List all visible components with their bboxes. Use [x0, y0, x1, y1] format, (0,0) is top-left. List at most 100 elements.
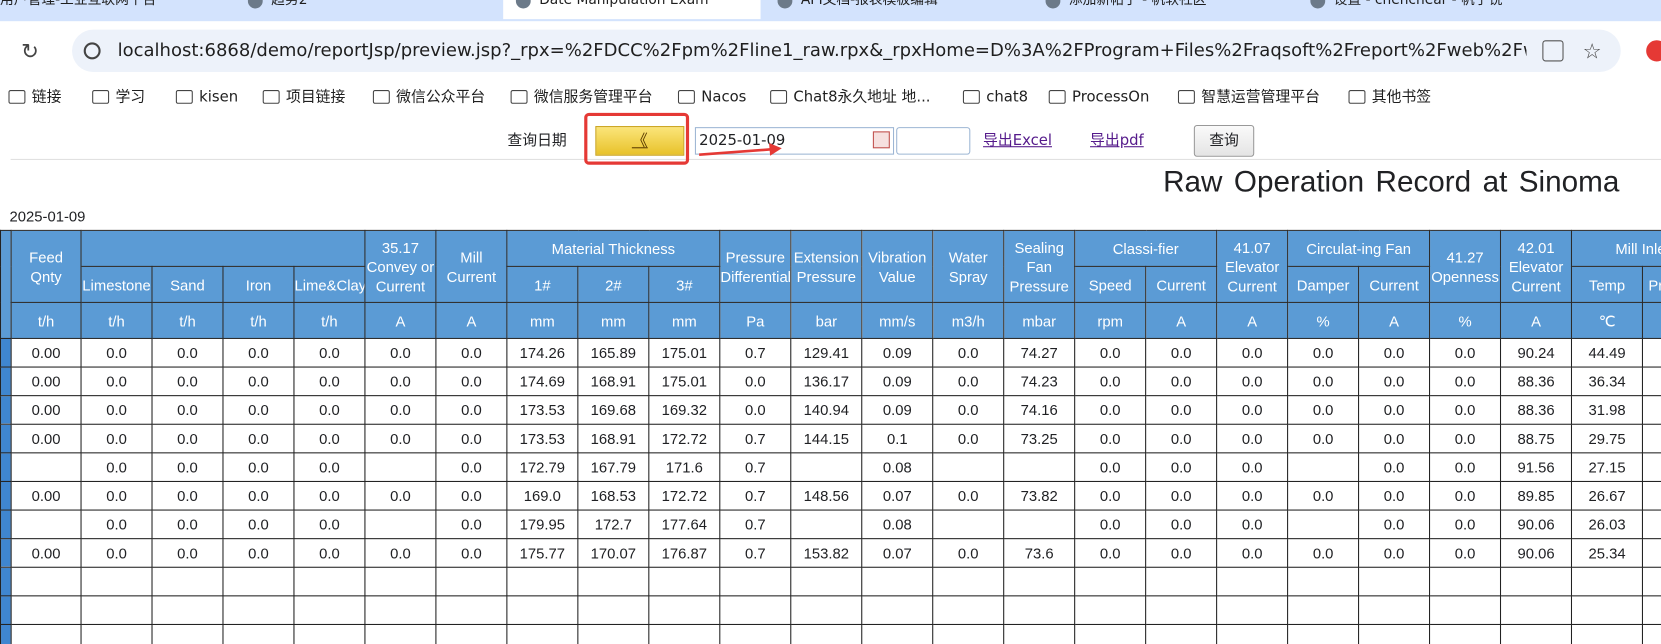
data-cell: 172.79	[506, 452, 579, 482]
empty-cell	[364, 623, 437, 644]
data-cell: 179.95	[506, 509, 579, 540]
bookmark[interactable]: 微信服务管理平台	[510, 87, 653, 108]
unit-cell: rpm	[1074, 301, 1147, 339]
data-cell: 0.0	[1287, 538, 1360, 568]
data-cell: 0.0	[222, 452, 295, 482]
empty-cell	[648, 595, 721, 625]
data-cell: 0.08	[861, 509, 934, 540]
bookmark[interactable]: kisen	[175, 87, 238, 108]
unit-cell: A	[1216, 301, 1289, 339]
data-cell: 0.0	[151, 480, 224, 511]
bookmark[interactable]: 其他书签	[1348, 87, 1431, 108]
data-cell: 0.0	[293, 337, 366, 368]
empty-cell	[1145, 623, 1218, 644]
empty-cell	[1571, 623, 1644, 644]
data-cell: 172.72	[648, 423, 721, 454]
unit-cell: ℃	[1571, 301, 1644, 339]
profile-icon[interactable]	[1646, 40, 1661, 62]
header-cell: 1#	[506, 265, 579, 303]
browser-tab[interactable]: 添加新帖子 - 帆软社区	[1033, 0, 1295, 19]
empty-cell	[1500, 595, 1573, 625]
bookmark[interactable]: 学习	[92, 87, 145, 108]
export-pdf-link[interactable]: 导出pdf	[1090, 132, 1144, 150]
empty-cell	[80, 595, 153, 625]
header-cell: Current	[1145, 265, 1218, 303]
empty-cell	[506, 623, 579, 644]
data-cell: 90.24	[1500, 337, 1573, 368]
bookmark[interactable]: ProcessOn	[1048, 87, 1149, 108]
export-excel-link[interactable]: 导出Excel	[983, 132, 1052, 150]
header-cell: 41.07 Elevator Current	[1216, 229, 1289, 303]
data-cell: 173.53	[506, 395, 579, 425]
data-cell: 0.09	[861, 395, 934, 425]
data-cell: 0.0	[932, 395, 1005, 425]
bookmark[interactable]: chat8	[962, 87, 1028, 108]
empty-cell	[222, 566, 295, 597]
data-cell: 0.0	[1287, 366, 1360, 397]
data-cell: 0.0	[222, 337, 295, 368]
browser-tab[interactable]: Date Manipulation Exam	[503, 0, 761, 20]
browser-tab[interactable]: 用户管理-工业互联网平台	[0, 0, 195, 19]
translate-icon[interactable]	[1542, 40, 1564, 62]
url-text[interactable]: localhost:6868/demo/reportJsp/preview.js…	[117, 40, 1527, 62]
data-cell: 0.0	[932, 337, 1005, 368]
empty-input[interactable]	[896, 127, 971, 155]
data-cell: 0.7	[719, 538, 792, 568]
bookmark[interactable]: 微信公众平台	[372, 87, 485, 108]
unit-cell: %	[1429, 301, 1502, 339]
bookmark[interactable]: 项目链接	[262, 87, 345, 108]
calendar-icon[interactable]	[872, 131, 890, 149]
data-cell: 0.0	[293, 423, 366, 454]
address-bar[interactable]	[72, 29, 1621, 73]
prev-day-button[interactable]: 《	[595, 126, 685, 156]
empty-cell	[790, 595, 863, 625]
data-cell: 0.0	[1358, 509, 1431, 540]
data-cell: 0.0	[1358, 538, 1431, 568]
date-input[interactable]: 2025-01-09	[694, 127, 895, 155]
data-cell	[10, 452, 82, 482]
empty-cell	[1358, 566, 1431, 597]
data-cell: 0.07	[861, 538, 934, 568]
empty-cell	[861, 623, 934, 644]
bookmark[interactable]: 智慧运营管理平台	[1177, 87, 1320, 108]
unit-cell: %	[1287, 301, 1360, 339]
empty-cell	[1358, 623, 1431, 644]
empty-cell	[1145, 566, 1218, 597]
empty-cell	[1429, 566, 1502, 597]
data-cell: 29.75	[1571, 423, 1644, 454]
data-cell: 0.0	[1074, 509, 1147, 540]
bookmark-star[interactable]: ☆	[1582, 38, 1602, 64]
data-cell: 0.7	[719, 509, 792, 540]
data-cell: 169.0	[506, 480, 579, 511]
site-info-icon[interactable]	[83, 42, 101, 60]
browser-tab[interactable]: 趋势2	[235, 0, 500, 19]
browser-tab[interactable]: 设置 - chenchear - 帆子锐	[1298, 0, 1563, 19]
header-cell: Water Spray	[932, 229, 1005, 303]
query-button[interactable]: 查询	[1193, 124, 1255, 157]
empty-cell	[1074, 566, 1147, 597]
empty-cell	[577, 623, 650, 644]
bookmark[interactable]: 链接	[8, 87, 61, 108]
data-cell: 0.0	[435, 509, 508, 540]
header-cell: Classi-fier	[1074, 229, 1218, 267]
data-cell: 174.26	[506, 337, 579, 368]
data-cell: 175.77	[506, 538, 579, 568]
empty-cell	[719, 595, 792, 625]
unit-cell: A	[1145, 301, 1218, 339]
data-cell: 0.0	[1429, 480, 1502, 511]
data-cell: 175.01	[648, 337, 721, 368]
empty-cell	[1500, 623, 1573, 644]
data-cell	[10, 509, 82, 540]
empty-cell	[293, 623, 366, 644]
reload-button[interactable]: ↻	[21, 38, 39, 64]
empty-cell	[364, 595, 437, 625]
browser-tab[interactable]: API文档-报表模板编辑	[765, 0, 1030, 19]
row-strip	[0, 509, 12, 540]
header-cell: Limestone	[80, 265, 153, 303]
header-cell: Extension Pressure	[790, 229, 863, 303]
bookmark[interactable]: Nacos	[677, 87, 746, 108]
unit-cell: Pa	[719, 301, 792, 339]
empty-cell	[790, 566, 863, 597]
bookmark[interactable]: Chat8永久地址 地...	[770, 87, 931, 108]
